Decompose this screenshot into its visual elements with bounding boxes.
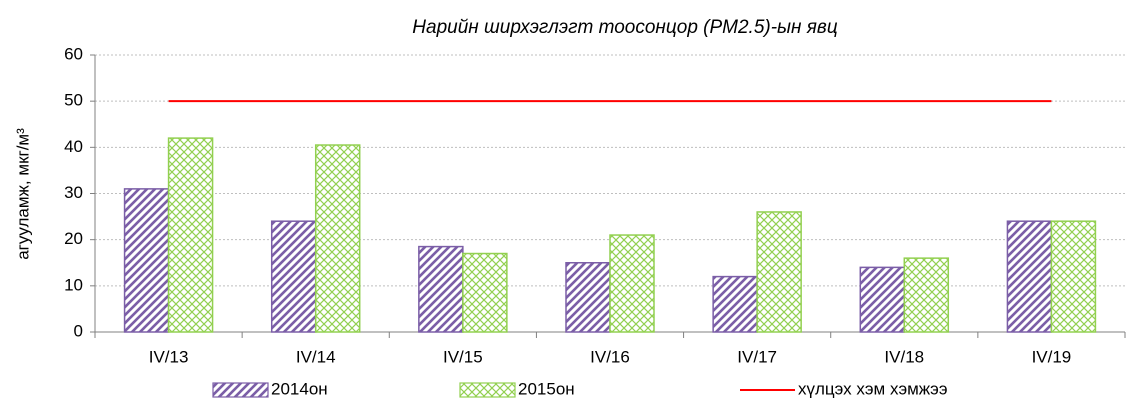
bar [756,211,802,333]
x-tick-label: IV/15 [443,347,483,366]
x-tick-label: IV/17 [737,347,777,366]
y-tick-label: 30 [64,183,83,202]
chart-title: Нарийн ширхэглэгт тоосонцор (PM2.5)-ын я… [412,17,838,38]
bar [123,188,170,333]
bar [1006,220,1053,333]
legend-label: хүлцэх хэм хэмжээ [798,379,948,398]
bar [903,257,950,333]
bar [712,275,758,333]
legend-label: 2014он [271,379,328,398]
y-tick-label: 0 [74,321,83,340]
x-tick-label: IV/16 [590,347,630,366]
bar [314,144,361,333]
y-tick-label: 60 [64,44,83,63]
x-tick-label: IV/19 [1032,347,1072,366]
bar [418,245,464,333]
bar [859,266,906,333]
y-tick-label: 10 [64,275,83,294]
y-tick-label: 20 [64,229,83,248]
x-tick-label: IV/13 [149,347,189,366]
bar [462,252,508,333]
y-tick-label: 40 [64,137,83,156]
y-axis-label: агууламж, мкг/м³ [13,128,32,260]
bar [565,262,611,333]
legend-label: 2015он [518,379,575,398]
x-tick-label: IV/18 [884,347,924,366]
bar [1050,220,1097,333]
bar [609,234,655,333]
bar [270,220,317,333]
bar [167,137,214,333]
legend-swatch [212,382,269,398]
x-tick-label: IV/14 [296,347,336,366]
y-tick-label: 50 [64,91,83,110]
legend-swatch [459,382,516,398]
